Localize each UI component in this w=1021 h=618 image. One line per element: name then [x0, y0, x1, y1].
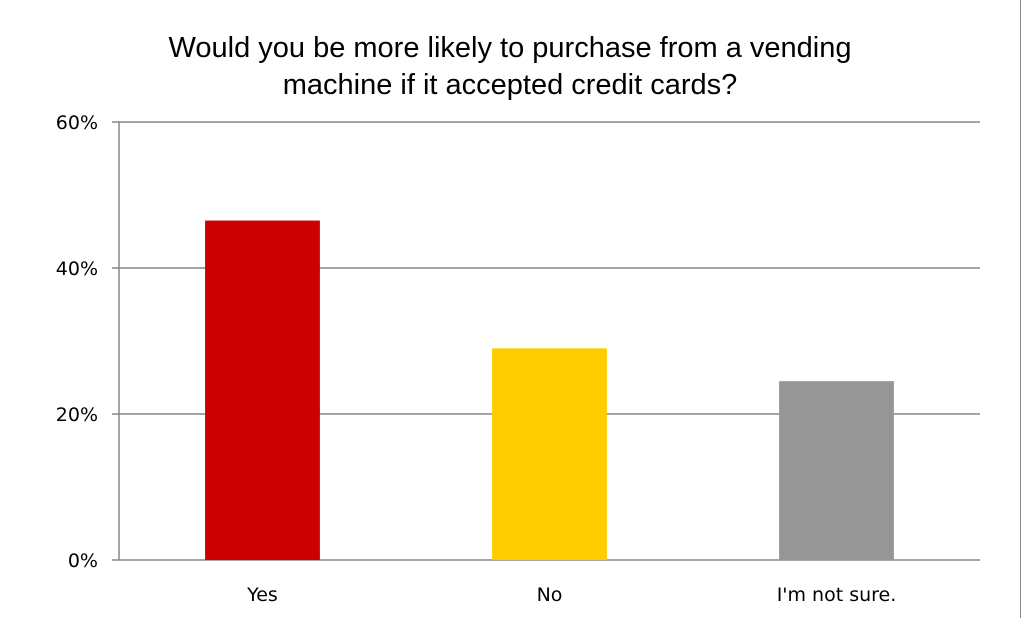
y-tick-label: 20% — [56, 404, 98, 426]
y-tick-label: 0% — [68, 550, 98, 572]
x-category-label: Yes — [246, 584, 278, 606]
x-category-label: I'm not sure. — [777, 584, 897, 606]
y-tick-label: 40% — [56, 258, 98, 280]
bar-yes — [205, 220, 320, 561]
bar-i-m-not-sure — [779, 381, 894, 560]
bar-no — [492, 348, 607, 560]
y-tick-label: 60% — [56, 112, 98, 134]
x-category-label: No — [537, 584, 563, 606]
chart-title: Would you be more likely to purchase fro… — [168, 32, 852, 101]
